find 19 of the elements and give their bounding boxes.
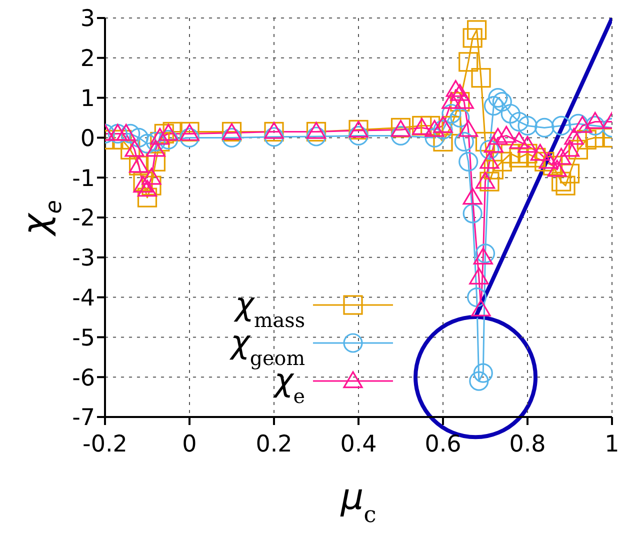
- y-tick-label: 2: [80, 46, 95, 72]
- y-tick-label: 0: [80, 126, 95, 152]
- x-tick-label: 1: [604, 431, 620, 458]
- y-tick-label: -1: [72, 166, 95, 192]
- y-tick-label: -6: [72, 365, 95, 392]
- x-tick-label: 0: [182, 431, 197, 458]
- y-tick-label: -4: [72, 285, 95, 312]
- x-tick-label: 0.8: [509, 431, 546, 458]
- x-tick-label: 0.6: [424, 431, 462, 458]
- x-tick-label: 0.2: [256, 431, 292, 458]
- y-tick-label: -2: [72, 206, 95, 232]
- y-tick-label: -3: [72, 246, 95, 272]
- x-tick-label: 0.4: [340, 431, 377, 458]
- y-tick-label: -5: [72, 325, 95, 352]
- y-tick-label: 3: [80, 6, 95, 32]
- y-tick-label: 1: [80, 86, 95, 112]
- y-tick-label: -7: [72, 405, 95, 432]
- x-tick-label: -0.2: [82, 431, 128, 458]
- x-axis-title: μ$_{c}$: [340, 477, 376, 528]
